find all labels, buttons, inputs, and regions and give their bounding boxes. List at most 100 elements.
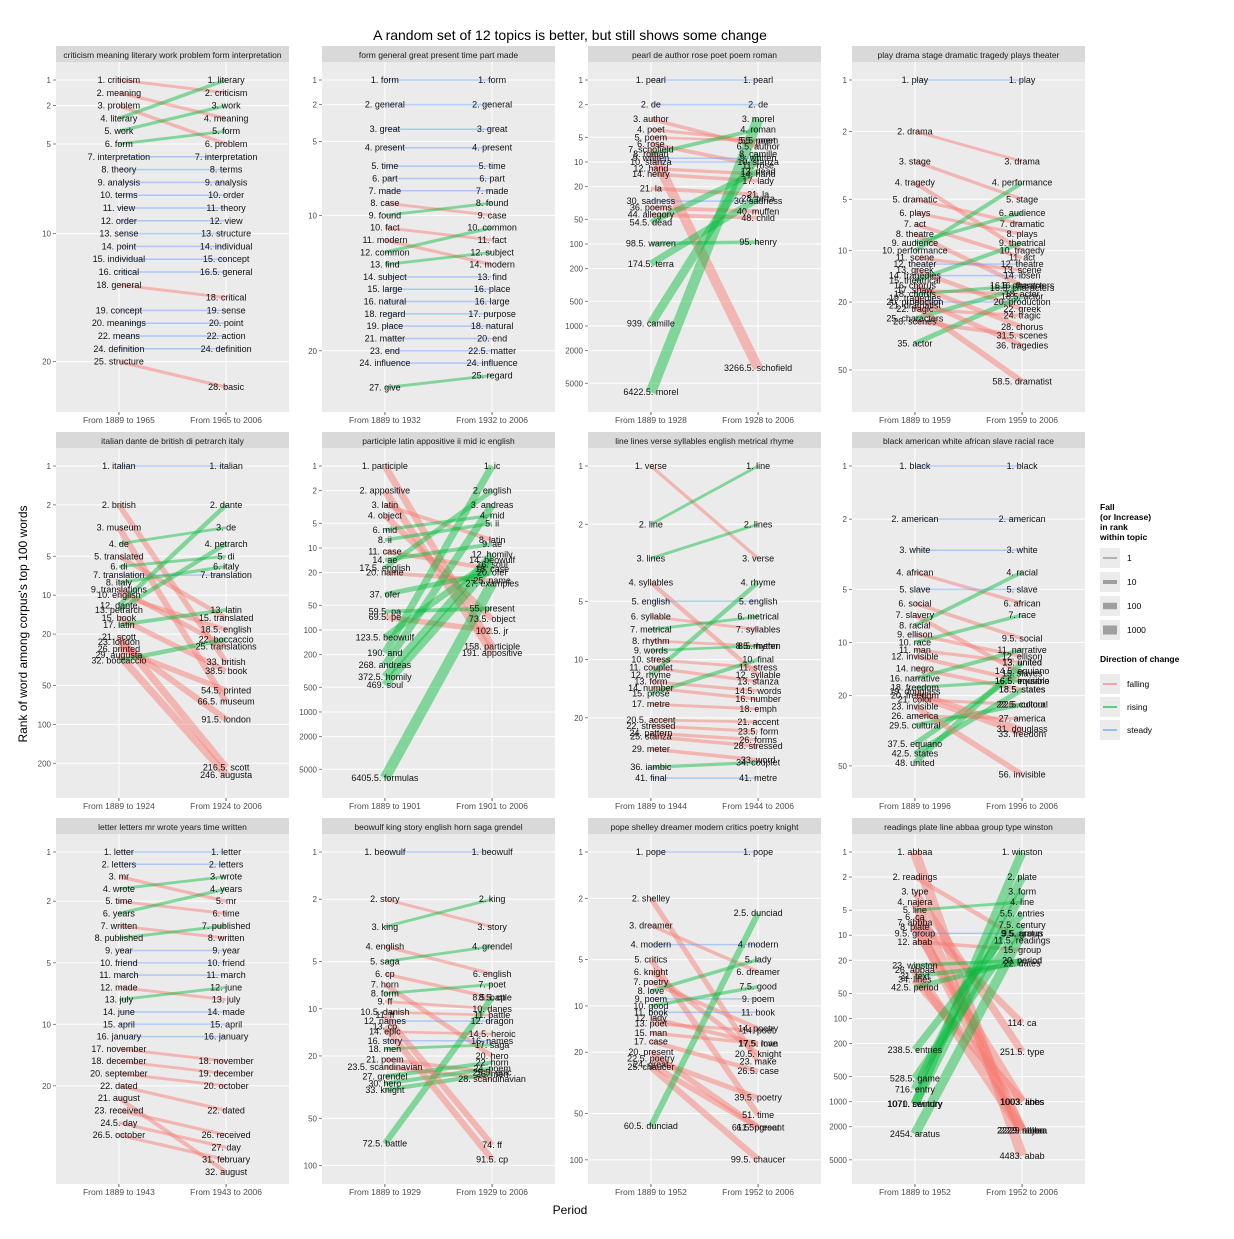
word-label-right: 23.5. form [738, 726, 779, 736]
word-label-right: 10. tragedy [1000, 246, 1046, 256]
word-label-left: 16. critical [99, 267, 140, 277]
rank-change-line [384, 521, 493, 542]
word-label-right: 12. view [210, 216, 244, 226]
y-tick-label: 2 [313, 101, 318, 110]
word-label-left: 19. concept [96, 305, 143, 315]
y-tick-label: 20 [838, 692, 847, 701]
word-label-left: 2. readings [893, 872, 938, 882]
facet-title: line lines verse syllables english metri… [615, 436, 794, 446]
word-label-right: 24. influence [467, 358, 518, 368]
word-label-right: 33. freedom [998, 729, 1046, 739]
word-label-right: 19. sense [207, 305, 246, 315]
word-label-right: 4. mid [480, 510, 505, 520]
x-tick-label: From 1996 to 2006 [986, 801, 1058, 811]
y-tick-label: 1 [313, 76, 318, 85]
facet-strip [56, 818, 289, 834]
word-label-left: 7. schofield [628, 144, 674, 154]
x-tick-label: From 1929 to 2006 [456, 1187, 528, 1197]
x-tick-label: From 1932 to 2006 [456, 415, 528, 425]
word-label-right: 3. verse [742, 553, 774, 563]
rank-change-line [914, 197, 1023, 226]
word-label-right: 191. appositive [462, 648, 523, 658]
rank-change-line [116, 652, 229, 778]
rank-change-line [384, 1043, 493, 1051]
word-label-left: 13. july [105, 995, 134, 1005]
word-label-left: 6422.5. morel [623, 387, 678, 397]
word-label-right: 5. ii [485, 518, 499, 528]
y-tick-label: 50 [574, 215, 583, 224]
word-label-right: 20. point [209, 318, 244, 328]
word-label-right: 5. slave [1007, 584, 1038, 594]
word-label-right: 99.5. chaucer [731, 1154, 786, 1164]
x-tick-label: From 1924 to 2006 [190, 801, 262, 811]
word-label-right: 20. hero [476, 1051, 509, 1061]
word-label-left: 21. poem [366, 1054, 404, 1064]
y-tick-label: 2 [843, 873, 848, 882]
y-tick-label: 1 [579, 76, 584, 85]
word-label-right: 6. part [479, 173, 505, 183]
word-label-left: 3. type [901, 887, 928, 897]
rank-change-line [118, 78, 227, 121]
word-label-right: 31. february [202, 1155, 251, 1165]
word-label-right: 19. december [199, 1069, 254, 1079]
word-label-right: 1. line [746, 461, 770, 471]
word-label-right: 9. theatrical [999, 238, 1046, 248]
word-label-left: 24. pattern [629, 728, 672, 738]
word-label-left: 15. prose [632, 689, 670, 699]
word-label-right: 6. metrical [737, 612, 779, 622]
rank-change-line [914, 601, 1023, 641]
legend-direction-label: rising [1127, 702, 1148, 712]
rank-change-line [650, 658, 759, 670]
rank-change-line [384, 1060, 493, 1079]
word-label-left: 5. line [903, 905, 927, 915]
word-label-right: 1. pope [743, 847, 773, 857]
word-label-right: 2.5. dunciad [734, 908, 783, 918]
y-tick-label: 10 [574, 1002, 583, 1011]
word-label-right: 2. criticism [205, 88, 248, 98]
word-label-left: 19. place [367, 321, 404, 331]
rank-change-line [650, 957, 759, 993]
word-label-left: 13. poet [635, 1018, 668, 1028]
rank-change-line [914, 689, 1023, 732]
word-label-right: 9.5. group [1002, 928, 1043, 938]
rank-change-line [910, 967, 1027, 1134]
y-tick-label: 200 [38, 759, 52, 768]
word-label-left: 60.5. dunciad [624, 1121, 678, 1131]
word-label-left: 54.5. dead [630, 217, 673, 227]
word-label-right: 11. march [206, 970, 245, 980]
word-label-left: 25. structure [94, 357, 144, 367]
x-tick-label: From 1889 to 1932 [349, 415, 421, 425]
word-label-right: 8. written [208, 933, 245, 943]
facet-panel: criticism meaning literary work problem … [42, 46, 289, 425]
word-label-right: 8.5. rhythm [736, 641, 781, 651]
rank-change-line [648, 896, 761, 1063]
rank-change-line [914, 900, 1023, 912]
word-label-right: 12. ellison [1002, 651, 1043, 661]
word-label-left: 10. stress [631, 655, 671, 665]
rank-change-line [384, 570, 493, 583]
word-label-left: 2. appositive [360, 486, 411, 496]
word-label-right: 14. beowulf [469, 555, 516, 565]
rank-change-line [382, 995, 495, 1146]
word-label-left: 10. good [633, 1001, 668, 1011]
x-tick-label: From 1944 to 2006 [722, 801, 794, 811]
word-label-left: 11. man [899, 645, 931, 655]
rank-change-line [649, 969, 760, 1056]
word-label-right: 2. english [473, 486, 512, 496]
rank-change-line [116, 634, 229, 770]
word-label-left: 268. andreas [359, 660, 412, 670]
rank-change-line [381, 464, 496, 655]
word-label-right: 10. stanza [737, 157, 779, 167]
word-label-left: 21. dramatist [889, 301, 942, 311]
rank-change-line [914, 679, 1023, 690]
word-label-right: 36. tragedies [996, 341, 1049, 351]
word-label-left: 17. case [634, 1036, 668, 1046]
facet-panel: black american white african slave racia… [838, 432, 1085, 811]
word-label-left: 3. stage [899, 156, 931, 166]
word-label-left: 59.5. pa [369, 606, 402, 616]
word-label-right: 3. story [477, 922, 507, 932]
word-label-right: 11. book [741, 1007, 775, 1017]
rank-change-line [914, 666, 1023, 692]
y-tick-label: 5 [47, 140, 52, 149]
word-label-left: 22. stressed [626, 721, 675, 731]
